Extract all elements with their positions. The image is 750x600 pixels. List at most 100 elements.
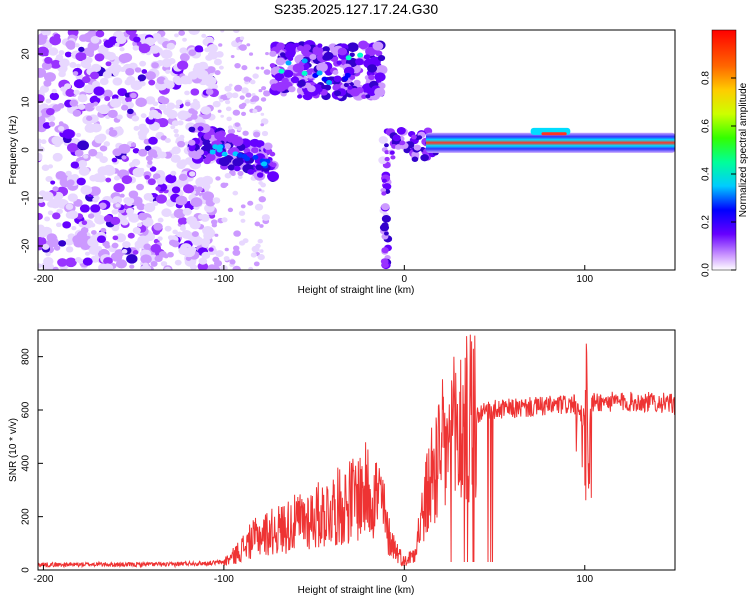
spectrogram-cell <box>260 66 265 70</box>
spectrogram-cell <box>177 140 186 148</box>
spectrogram-cell <box>51 88 57 94</box>
spectrogram-y-tick-label: 10 <box>21 96 32 108</box>
spectrogram-cell <box>158 250 167 258</box>
spectrogram-cell <box>375 65 388 75</box>
spectrogram-cell <box>251 92 256 97</box>
spectrogram-cell <box>140 126 150 135</box>
spectrogram-cell <box>65 88 76 97</box>
spectrogram-cell <box>303 90 310 96</box>
spectrogram-cell <box>237 170 244 176</box>
spectrogram-cell <box>196 186 203 192</box>
spectrogram-cell <box>343 82 349 88</box>
spectrogram-cell <box>96 235 107 244</box>
spectrogram-cell <box>258 196 267 203</box>
spectrogram-cell <box>119 193 125 198</box>
spectrogram-cell <box>191 236 204 246</box>
spectrogram-cell <box>256 172 264 178</box>
snr-y-label: SNR (10 * v/v) <box>8 418 19 482</box>
spectrogram-cell <box>72 71 79 76</box>
spectrogram-cell <box>257 254 265 261</box>
colorbar-tick-label: 0.2 <box>701 215 712 229</box>
spectrogram-cell <box>143 202 156 213</box>
spectrogram-cell <box>303 44 312 51</box>
spectrogram-cell <box>175 99 183 106</box>
spectrogram-cell <box>129 264 135 269</box>
spectrogram-cell <box>232 109 241 116</box>
spectrogram-cell <box>75 256 82 263</box>
spectrogram-cell <box>62 128 75 139</box>
spectrogram-cell <box>47 210 54 216</box>
spectrogram-cell <box>223 256 230 261</box>
spectrogram-cell <box>279 52 286 57</box>
spectrogram-cell <box>346 42 359 53</box>
spectrogram-cell <box>307 85 316 93</box>
spectrogram-cell <box>164 225 172 232</box>
spectrogram-cell <box>132 249 139 255</box>
spectrogram-cell <box>211 223 217 228</box>
spectrogram-cell <box>246 43 251 47</box>
spectrogram-cell <box>174 133 180 138</box>
spectrogram-cell <box>43 72 56 83</box>
spectrogram-cell <box>167 235 174 240</box>
spectrogram-cell <box>243 76 251 82</box>
spectrogram-cell <box>94 134 105 144</box>
spectrogram-cell <box>69 61 77 69</box>
spectrogram-cell <box>361 94 367 99</box>
spectrogram-cell <box>290 76 300 84</box>
spectrogram-cell <box>269 50 277 57</box>
spectrogram-cell <box>111 157 118 163</box>
spectrogram-cell <box>278 68 285 74</box>
spectrogram-cell <box>274 72 285 82</box>
spectrogram-cell <box>156 76 166 85</box>
spectrogram-cell <box>177 217 188 226</box>
spectrogram-cell <box>58 58 70 68</box>
spectrogram-cell <box>196 69 209 80</box>
spectrogram-cell <box>105 177 112 183</box>
spectrogram-cell <box>226 116 232 122</box>
spectrogram-cell <box>260 182 267 188</box>
snr-y-tick-label: 0 <box>21 567 32 573</box>
spectrogram-cell <box>38 236 47 246</box>
spectrogram-cell <box>296 45 304 51</box>
spectrogram-cell <box>255 164 263 171</box>
spectrogram-cell <box>368 74 375 81</box>
spectrogram-cell <box>155 194 167 204</box>
spectrogram-cell <box>148 114 154 120</box>
spectrogram-cell <box>65 238 74 246</box>
spectrogram-cell <box>58 121 64 126</box>
spectrogram-cell <box>124 96 132 103</box>
spectrogram-cell <box>160 49 173 59</box>
spectrogram-cell <box>144 174 150 180</box>
spectrogram-cell <box>147 160 153 165</box>
spectrogram-cell <box>265 51 269 56</box>
spectrogram-cell <box>356 87 364 94</box>
spectrogram-cell <box>205 54 213 61</box>
snr-x-label: Height of straight line (km) <box>298 585 415 596</box>
spectrogram-cell <box>189 220 201 230</box>
spectrogram-cell <box>230 171 236 176</box>
spectrogram-cell <box>172 229 178 235</box>
spectrogram-image <box>38 30 675 270</box>
spectrogram-cell <box>145 71 156 81</box>
spectrogram-cell <box>75 51 87 62</box>
spectrogram-cell <box>224 247 229 252</box>
spectrogram-cell <box>82 76 91 84</box>
spectrogram-cell <box>301 70 308 76</box>
snr-series-line <box>38 334 675 569</box>
spectrogram-cell <box>115 233 127 243</box>
spectrogram-cell <box>239 95 245 100</box>
spectrogram-cell <box>349 74 356 81</box>
spectrogram-cell <box>260 118 269 125</box>
spectrogram-cell <box>296 54 304 61</box>
spectrogram-cell <box>248 266 254 270</box>
spectrogram-cell <box>201 241 210 248</box>
spectrogram-cell <box>254 221 261 227</box>
spectrogram-cell <box>220 182 228 189</box>
spectrogram-cell <box>323 51 334 60</box>
spectrogram-cell <box>45 42 53 49</box>
spectrogram-cell <box>207 44 218 53</box>
spectrogram-cell <box>316 62 328 73</box>
spectrogram-cell <box>252 73 259 79</box>
spectrogram-cell <box>218 43 223 47</box>
spectrogram-cell <box>55 222 62 228</box>
